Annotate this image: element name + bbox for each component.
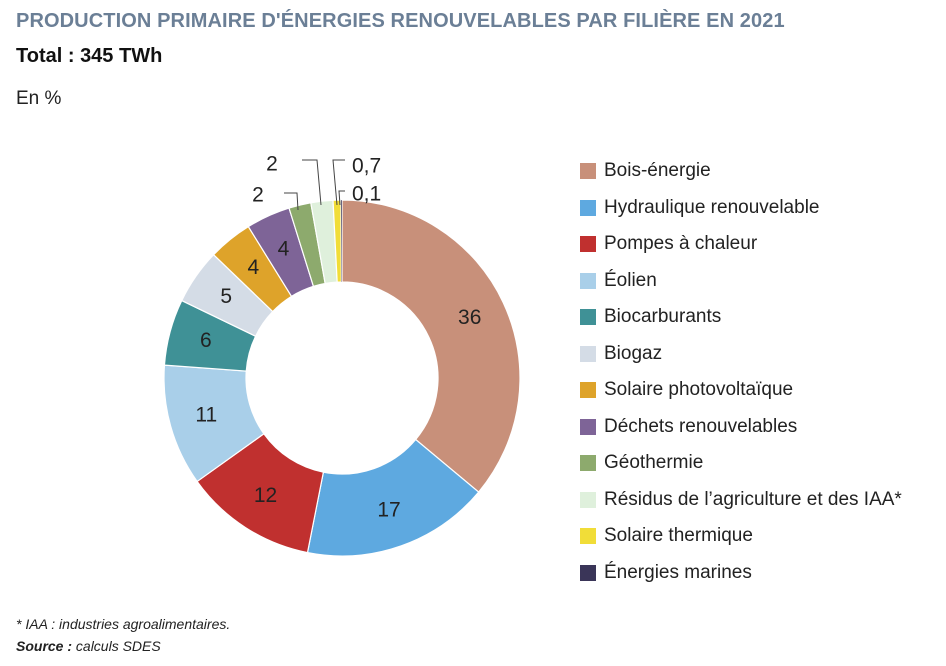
data-label-solaire-photovoltaique: 4 (248, 256, 260, 279)
data-label-biocarburants: 6 (200, 329, 212, 352)
legend-swatch (580, 199, 596, 216)
legend-item-biogaz: Biogaz (580, 336, 902, 373)
legend: Bois-énergie Hydraulique renouvelable Pomp… (580, 153, 902, 591)
legend-label: Éolien (604, 269, 657, 291)
legend-item-biocarburants: Biocarburants (580, 299, 902, 336)
source-note: Source : calculs SDES (16, 638, 161, 654)
legend-swatch (580, 528, 596, 545)
legend-item-pompes-a-chaleur: Pompes à chaleur (580, 226, 902, 263)
legend-swatch (580, 309, 596, 326)
slice-bois-energie (341, 199, 521, 493)
legend-item-solaire-thermique: Solaire thermique (580, 518, 902, 555)
source-text: calculs SDES (75, 638, 161, 654)
leader-line-energies-marines (338, 190, 345, 206)
data-label-dechets-renouvelables: 4 (278, 237, 290, 260)
legend-item-hydraulique-renouvelable: Hydraulique renouvelable (580, 190, 902, 227)
legend-label: Solaire thermique (604, 525, 753, 547)
legend-label: Bois-énergie (604, 160, 711, 182)
legend-item-dechets-renouvelables: Déchets renouvelables (580, 409, 902, 446)
legend-swatch (580, 236, 596, 253)
legend-label: Hydraulique renouvelable (604, 196, 820, 218)
legend-swatch (580, 455, 596, 472)
unit-label: En % (16, 88, 62, 109)
legend-swatch (580, 564, 596, 581)
leader-line-solaire-thermique (332, 159, 345, 206)
legend-swatch (580, 163, 596, 180)
legend-item-residus-de-l-agriculture-et-des-iaa: Résidus de l’agriculture et des IAA* (580, 482, 902, 519)
legend-item-solaire-photovoltaique: Solaire photovoltaïque (580, 372, 902, 409)
legend-swatch (580, 382, 596, 399)
leader-line-residus-de-l-agriculture-et-des-iaa (302, 159, 322, 206)
data-label-solaire-thermique: 0,7 (352, 155, 381, 178)
legend-swatch (580, 418, 596, 435)
legend-swatch (580, 345, 596, 362)
legend-label: Solaire photovoltaïque (604, 379, 794, 401)
data-label-residus-de-l-agriculture-et-des-iaa: 2 (266, 153, 278, 176)
chart-title: PRODUCTION PRIMAIRE D'ÉNERGIES RENOUVELA… (16, 10, 785, 32)
legend-item-bois-energie: Bois-énergie (580, 153, 902, 190)
data-label-pompes-a-chaleur: 12 (254, 484, 277, 507)
data-label-bois-energie: 36 (458, 306, 481, 329)
legend-label: Géothermie (604, 452, 704, 474)
data-label-hydraulique-renouvelable: 17 (377, 498, 400, 521)
legend-swatch (580, 491, 596, 508)
source-label: Source : (16, 638, 73, 654)
legend-label: Énergies marines (604, 561, 752, 583)
data-label-geothermie: 2 (252, 184, 264, 207)
legend-item-energies-marines: Énergies marines (580, 555, 902, 592)
legend-label: Biocarburants (604, 306, 722, 328)
legend-swatch (580, 272, 596, 289)
legend-label: Déchets renouvelables (604, 415, 798, 437)
legend-item-eolien: Éolien (580, 263, 902, 300)
legend-label: Biogaz (604, 342, 663, 364)
data-label-energies-marines: 0,1 (352, 183, 381, 206)
legend-item-geothermie: Géothermie (580, 445, 902, 482)
data-label-eolien: 11 (195, 404, 217, 427)
legend-label: Pompes à chaleur (604, 233, 758, 255)
slice-energies-marines (340, 199, 343, 283)
chart-subtitle: Total : 345 TWh (16, 45, 163, 67)
leader-line-geothermie (284, 192, 299, 211)
footnote: * IAA : industries agroalimentaires. (16, 616, 231, 632)
legend-label: Résidus de l’agriculture et des IAA* (604, 488, 902, 510)
slice-hydraulique-renouvelable (306, 438, 480, 557)
data-label-biogaz: 5 (220, 285, 232, 308)
